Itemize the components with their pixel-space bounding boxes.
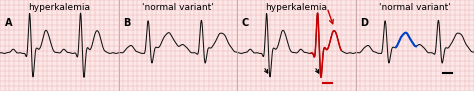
Text: hyperkalemia: hyperkalemia (265, 3, 327, 12)
Text: D: D (360, 18, 368, 28)
Text: B: B (123, 18, 131, 28)
Text: 'normal variant': 'normal variant' (142, 3, 214, 12)
Text: 'normal variant': 'normal variant' (379, 3, 451, 12)
Text: C: C (242, 18, 249, 28)
Text: hyperkalemia: hyperkalemia (28, 3, 90, 12)
Text: A: A (5, 18, 12, 28)
